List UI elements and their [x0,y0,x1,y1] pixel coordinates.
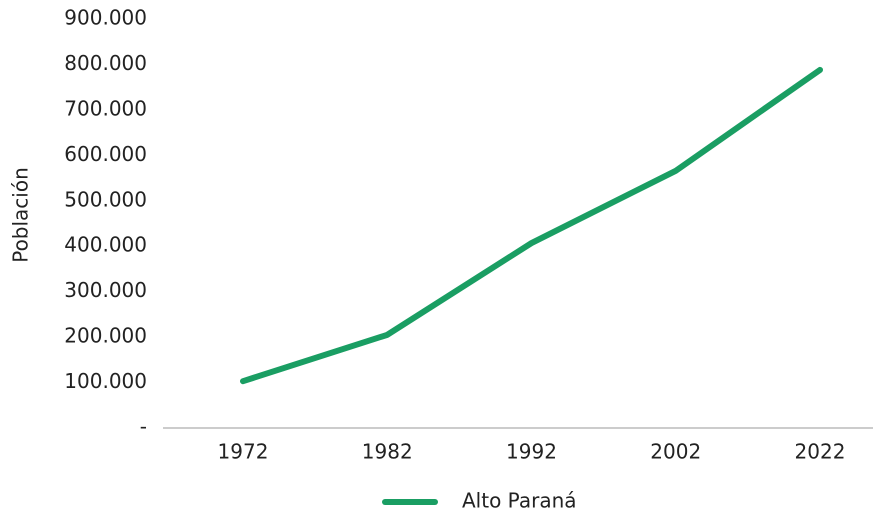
x-tick-label: 2002 [650,440,701,464]
x-tick-label: 2022 [795,440,846,464]
y-tick-label: 100.000 [64,369,147,393]
y-tick-label: 200.000 [64,324,147,348]
x-tick-label: 1972 [218,440,269,464]
line-series [240,66,823,385]
legend-label: Alto Paraná [462,489,577,513]
y-tick-label: 400.000 [64,233,147,257]
y-tick-label: 500.000 [64,187,147,211]
y-tick-label: 700.000 [64,96,147,120]
y-axis-label: Población [9,167,33,263]
y-tick-label: 800.000 [64,51,147,75]
y-tick-label: 900.000 [64,6,147,30]
x-tick-label: 1982 [362,440,413,464]
y-tick-label: 600.000 [64,142,147,166]
y-tick-label: - [140,415,147,439]
x-tick-label: 1992 [506,440,557,464]
y-tick-label: 300.000 [64,278,147,302]
